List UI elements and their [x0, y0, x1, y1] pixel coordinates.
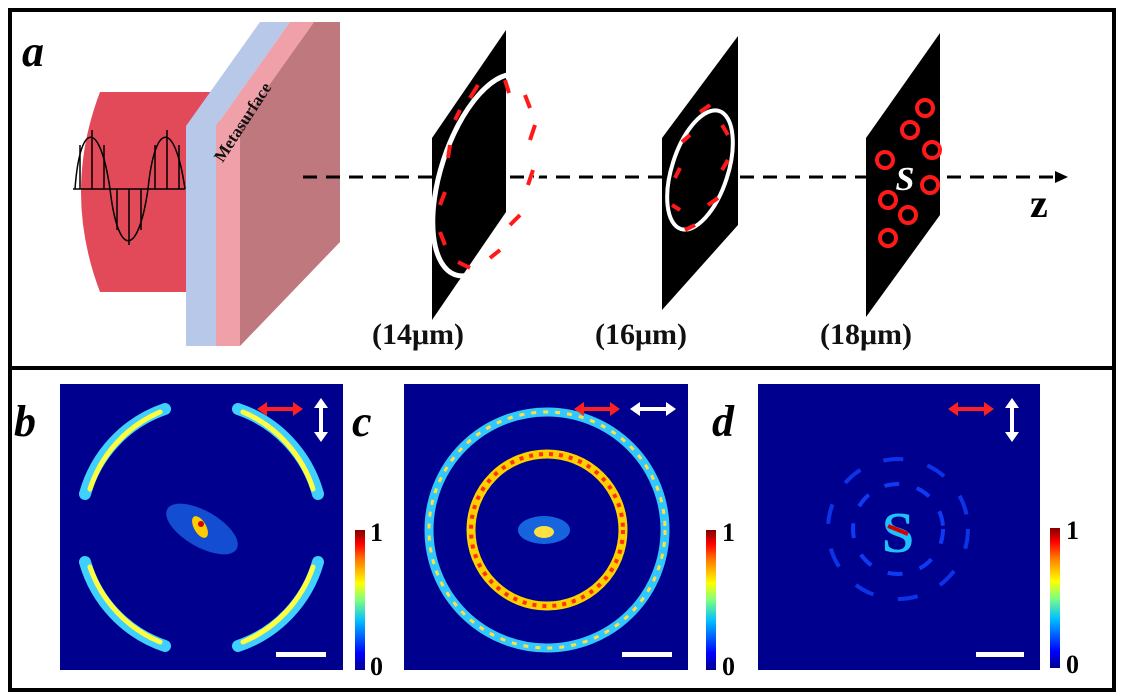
plane-14um — [432, 30, 506, 320]
white-vertical-arrow-icon — [314, 398, 328, 442]
colorbar-c-max: 1 — [722, 518, 735, 547]
intensity-map-d: S — [758, 384, 1040, 670]
red-horizontal-arrow-icon — [257, 402, 303, 416]
colorbar-d — [1050, 528, 1060, 668]
colorbar-c-min: 0 — [722, 652, 735, 681]
z-axis-arrow-icon — [1055, 171, 1068, 183]
distance-label-14um: (14μm) — [372, 318, 464, 351]
panel-d-label: d — [712, 397, 734, 446]
red-horizontal-arrow-icon — [948, 402, 994, 416]
distance-label-16um: (16μm) — [595, 318, 687, 351]
panel-b-label: b — [14, 397, 36, 446]
panels-bcd-frame — [8, 366, 1116, 692]
substrate-layer-blue — [186, 126, 216, 346]
scale-bar-b — [276, 652, 326, 657]
metasurface-diagram: S — [73, 22, 1068, 346]
colorbar-b — [355, 530, 365, 670]
metasurface-slab — [240, 22, 340, 346]
scale-bar-d — [976, 652, 1024, 657]
scale-bar-c — [622, 652, 672, 657]
colorbar-c — [706, 530, 716, 670]
z-axis-label: z — [1030, 181, 1048, 226]
polarization-arcs-18um — [875, 98, 942, 248]
polarization-segments-14um — [438, 79, 537, 270]
intensity-map-c — [404, 384, 688, 670]
letter-s-intensity: S — [882, 500, 914, 565]
polarization-arrows-b — [257, 398, 328, 442]
polarization-arrows-c — [574, 402, 676, 416]
colorbar-b-min: 0 — [370, 652, 383, 681]
distance-label-18um: (18μm) — [820, 318, 912, 351]
white-horizontal-arrow-icon — [630, 402, 676, 416]
panel-a-label: a — [22, 27, 44, 76]
polarization-arrows-d — [948, 398, 1019, 442]
plane-16um — [662, 36, 738, 310]
colorbar-d-min: 0 — [1066, 650, 1079, 679]
ring-pattern-14um — [430, 71, 546, 279]
red-horizontal-arrow-icon — [574, 402, 620, 416]
colorbar-d-max: 1 — [1066, 516, 1079, 545]
letter-s-pattern: S — [896, 161, 915, 198]
substrate-layer-pink — [216, 126, 240, 346]
colorbar-b-max: 1 — [370, 518, 383, 547]
ring-pattern-16um — [665, 108, 735, 232]
polarization-segments-16um — [670, 103, 730, 232]
beam-cylinder — [81, 92, 220, 292]
intensity-map-b — [60, 384, 343, 670]
wave-icon — [73, 130, 186, 245]
white-vertical-arrow-icon — [1005, 398, 1019, 442]
panel-c-label: c — [352, 397, 372, 446]
